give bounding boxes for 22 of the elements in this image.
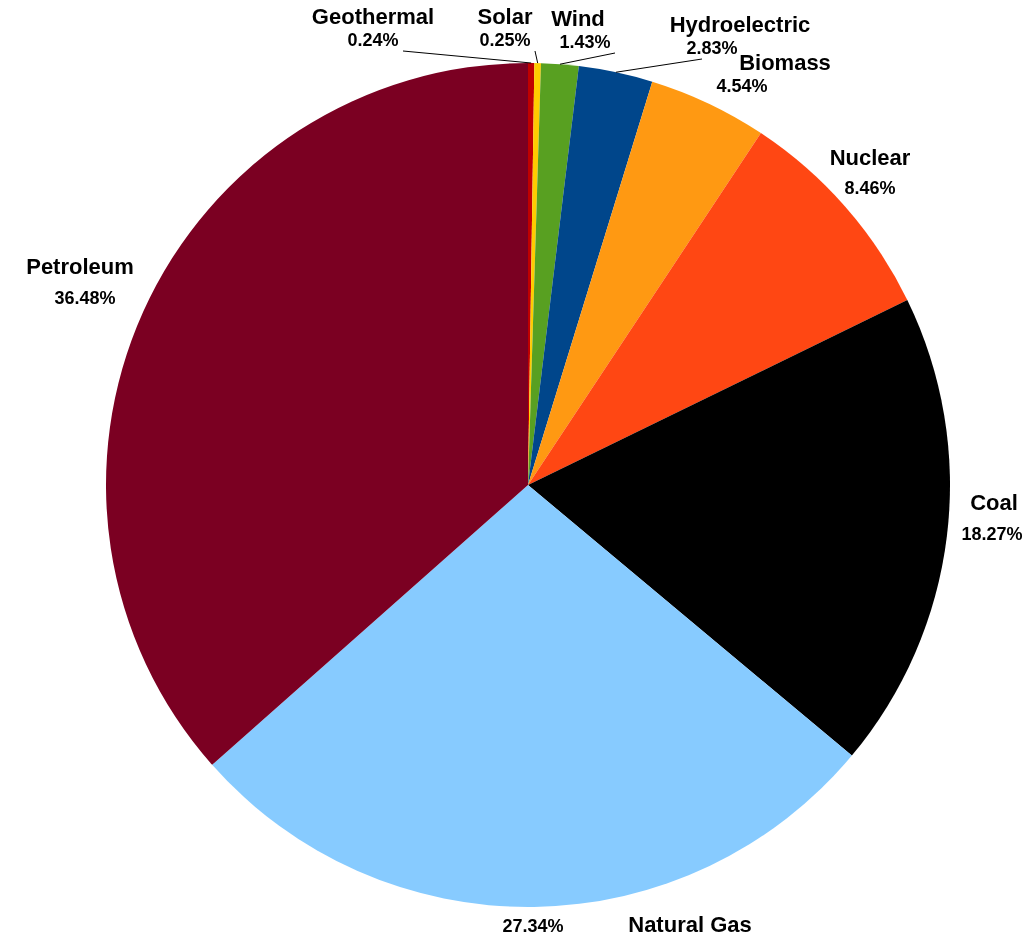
data-label: 4.54% xyxy=(716,76,768,96)
slice-label: Petroleum xyxy=(26,254,134,279)
pie-slice xyxy=(212,485,852,907)
data-label: 2.83% xyxy=(686,38,738,58)
slice-label: Coal xyxy=(970,490,1018,515)
slice-label: Wind xyxy=(551,6,605,31)
pie-slice xyxy=(528,133,908,485)
data-label: 27.34% xyxy=(502,916,564,936)
data-label: 18.27% xyxy=(961,524,1023,544)
slice-label: Solar xyxy=(477,4,533,29)
data-label: 8.46% xyxy=(844,178,896,198)
slice-label: Geothermal xyxy=(311,4,435,29)
slice-label: Hydroelectric xyxy=(669,12,811,37)
data-label: 1.43% xyxy=(559,32,611,52)
data-label: 36.48% xyxy=(54,288,116,308)
pie-slice xyxy=(528,300,950,756)
data-label: 0.24% xyxy=(347,30,399,50)
slice-label: Biomass xyxy=(739,50,831,75)
slice-label: Natural Gas xyxy=(628,912,752,937)
data-label: 0.25% xyxy=(479,30,531,50)
pie-slice xyxy=(528,66,653,485)
slice-label: Nuclear xyxy=(829,145,911,170)
